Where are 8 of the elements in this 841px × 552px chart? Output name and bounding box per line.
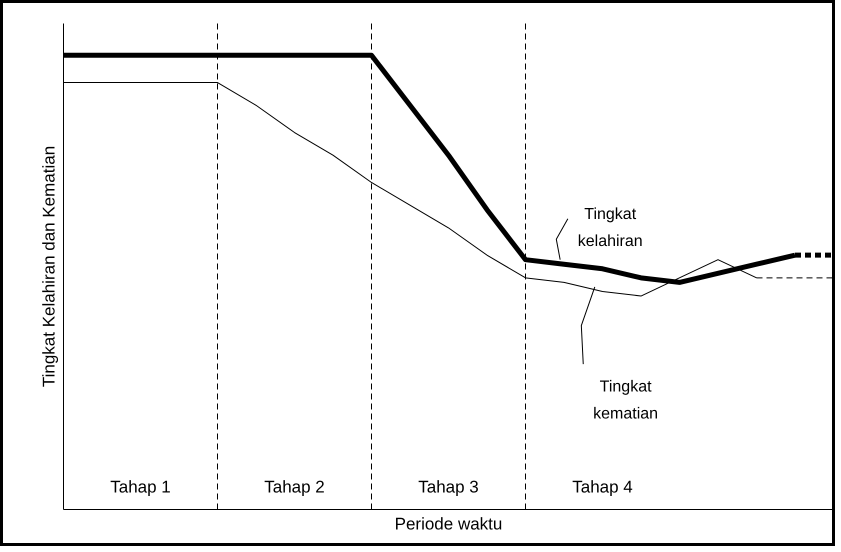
x-axis-title: Periode waktu [394, 514, 502, 534]
annotation: Tahap 3 [418, 477, 479, 496]
series-label: Tingkat kelahiran [578, 206, 643, 250]
annotation: Tahap 4 [572, 477, 633, 496]
y-axis-title: Tingkat Kelahiran dan Kematian [40, 146, 58, 388]
annotation: Tahap 1 [110, 477, 171, 496]
annotation: Tahap 2 [264, 477, 325, 496]
text: Tingkat kematian [593, 378, 658, 423]
